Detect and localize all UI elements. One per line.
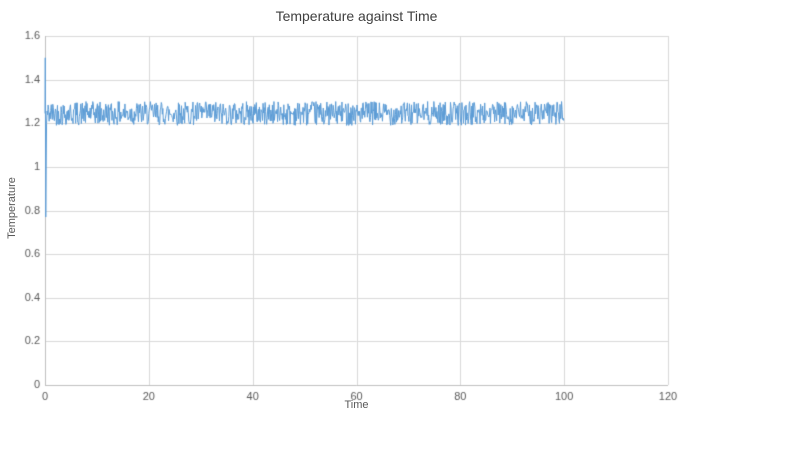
x-axis-title: Time <box>344 399 369 411</box>
y-axis-title: Temperature <box>6 177 18 239</box>
chart-title: Temperature against Time <box>275 8 438 24</box>
